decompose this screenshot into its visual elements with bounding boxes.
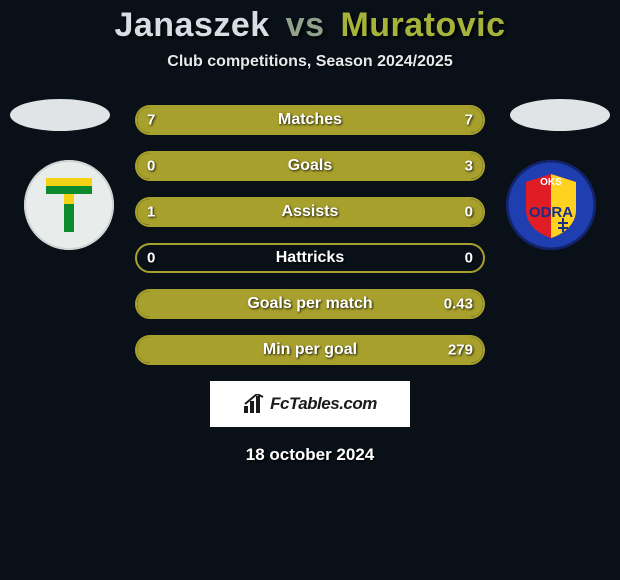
snapshot-date: 18 october 2024: [0, 445, 620, 465]
stat-bar-track: [135, 197, 485, 227]
player-avatar-placeholder-right: [510, 99, 610, 131]
stat-bar-fill-left: [137, 107, 310, 133]
stat-bar-fill-left: [137, 199, 483, 225]
brand-text: FcTables.com: [270, 394, 377, 414]
title-left: Janaszek: [114, 6, 269, 44]
stat-bar-fill-right: [137, 153, 483, 179]
stat-bars: Matches77 Goals03 Assists10 Hattricks00 Goal…: [135, 105, 485, 365]
stat-row: Goals03: [135, 151, 485, 181]
club-logo-right-icon: OKS ODRA: [506, 160, 596, 250]
page-title: Janaszek vs Muratovic: [0, 0, 620, 45]
title-right: Muratovic: [340, 6, 505, 44]
stat-row: Hattricks00: [135, 243, 485, 273]
stat-row: Matches77: [135, 105, 485, 135]
stat-bar-fill-right: [310, 107, 483, 133]
club-logo-left-icon: [24, 160, 114, 250]
stat-row: Goals per match0.43: [135, 289, 485, 319]
stat-bar-fill-right: [137, 337, 483, 363]
stat-row: Assists10: [135, 197, 485, 227]
club-badge-left: [24, 160, 114, 250]
title-vs: vs: [286, 6, 325, 44]
stat-bar-track: [135, 289, 485, 319]
stat-bar-track: [135, 151, 485, 181]
stat-row: Min per goal279: [135, 335, 485, 365]
stat-bar-fill-right: [137, 291, 483, 317]
brand-badge[interactable]: FcTables.com: [210, 381, 410, 427]
player-avatar-placeholder-left: [10, 99, 110, 131]
stat-bar-track: [135, 243, 485, 273]
brand-chart-icon: [243, 394, 265, 414]
stat-bar-track: [135, 105, 485, 135]
subtitle: Club competitions, Season 2024/2025: [0, 53, 620, 71]
club-badge-right: OKS ODRA: [506, 160, 596, 250]
svg-text:OKS: OKS: [540, 177, 562, 188]
svg-text:ODRA: ODRA: [529, 204, 573, 221]
stat-bar-track: [135, 335, 485, 365]
comparison-panel: OKS ODRA Matches77 Goals03 Assists10 Hattri…: [0, 105, 620, 365]
